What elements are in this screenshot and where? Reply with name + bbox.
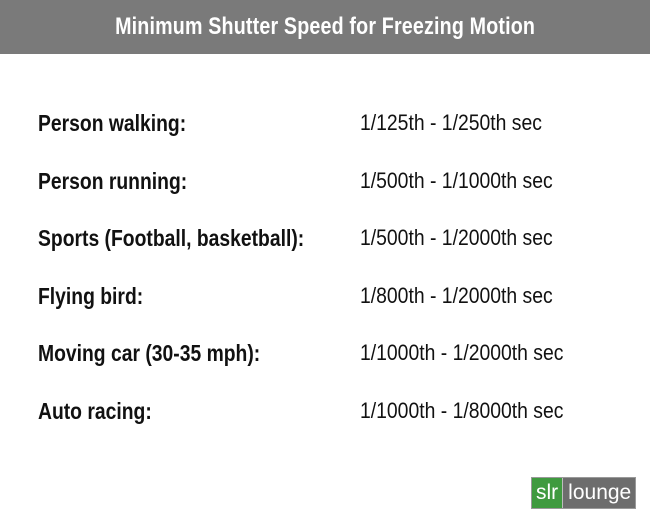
- table-row: Sports (Football, basketball): 1/500th -…: [38, 213, 638, 271]
- shutter-speed-value: 1/500th - 1/1000th sec: [360, 167, 553, 193]
- logo-slr-text: slr: [532, 478, 563, 508]
- page-title: Minimum Shutter Speed for Freezing Motio…: [114, 13, 535, 40]
- subject-label: Person walking:: [38, 110, 187, 136]
- shutter-speed-value: 1/800th - 1/2000th sec: [360, 282, 553, 308]
- shutter-speed-table: Person walking: 1/125th - 1/250th sec Pe…: [38, 98, 638, 443]
- subject-label: Flying bird:: [38, 282, 144, 309]
- subject-label: Auto racing:: [38, 397, 152, 424]
- shutter-speed-value: 1/500th - 1/2000th sec: [360, 225, 553, 250]
- subject-label: Person running:: [38, 167, 188, 194]
- table-row: Person running: 1/500th - 1/1000th sec: [38, 156, 638, 214]
- shutter-speed-value: 1/1000th - 1/8000th sec: [360, 397, 564, 423]
- table-row: Moving car (30-35 mph): 1/1000th - 1/200…: [38, 328, 638, 386]
- title-bar: Minimum Shutter Speed for Freezing Motio…: [0, 0, 650, 54]
- shutter-speed-value: 1/125th - 1/250th sec: [360, 110, 542, 135]
- shutter-speed-value: 1/1000th - 1/2000th sec: [360, 340, 564, 365]
- logo-lounge-text: lounge: [562, 478, 636, 508]
- table-row: Auto racing: 1/1000th - 1/8000th sec: [38, 386, 638, 444]
- subject-label: Sports (Football, basketball):: [38, 225, 305, 251]
- slr-lounge-logo: slr lounge: [531, 477, 637, 509]
- table-row: Person walking: 1/125th - 1/250th sec: [38, 98, 638, 156]
- subject-label: Moving car (30-35 mph):: [38, 340, 261, 366]
- table-row: Flying bird: 1/800th - 1/2000th sec: [38, 271, 638, 329]
